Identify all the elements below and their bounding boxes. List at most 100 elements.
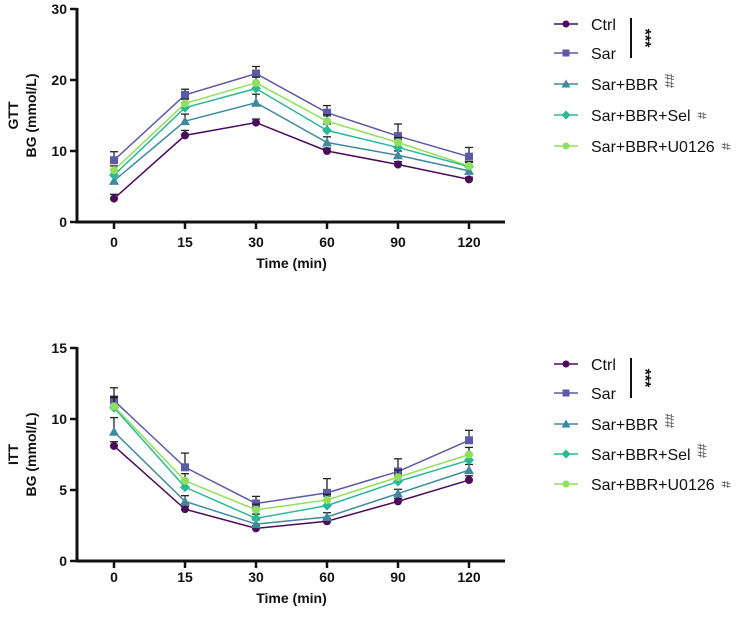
x-tick-label: 15 [177, 569, 193, 585]
series-sar [110, 65, 473, 165]
panel-label: GTT [5, 101, 21, 129]
series-sar-bbr-u0126 [110, 397, 473, 514]
data-point [465, 175, 473, 184]
data-point [322, 500, 332, 511]
data-point [323, 117, 331, 126]
series-line [113, 82, 470, 171]
x-tick-label: 30 [248, 569, 264, 585]
x-tick-label: 15 [177, 234, 193, 250]
legend-item: Ctrl [554, 17, 616, 34]
series-line [113, 405, 470, 511]
data-point [323, 495, 331, 504]
y-tick-label: 0 [59, 214, 67, 230]
data-point [465, 152, 473, 161]
legend-marker [562, 49, 570, 57]
data-point [110, 156, 118, 165]
significance-mark: ## [662, 73, 677, 88]
x-tick-label: 120 [457, 569, 481, 585]
data-point [323, 488, 331, 497]
significance-stars: *** [636, 29, 653, 48]
y-tick-label: 30 [51, 1, 67, 17]
data-point [181, 476, 189, 485]
panel-itt: 0 5 10 15 0 15 30 60 90 120 Time (min) ITT BG (mmol/… [5, 340, 734, 606]
x-tick-label: 90 [390, 569, 406, 585]
legend-label: Sar [591, 46, 617, 63]
legend-label: Sar+BBR+U0126 [591, 139, 715, 156]
data-point [109, 426, 119, 436]
legend-marker [562, 389, 570, 397]
significance-mark: # [695, 111, 710, 119]
data-point [323, 108, 331, 117]
x-tick-label: 0 [110, 234, 118, 250]
legend-label: Sar+BBR [591, 77, 658, 94]
significance-mark: ## [662, 413, 677, 428]
data-point [252, 69, 260, 78]
significance-mark: # [719, 480, 734, 488]
data-point [393, 150, 403, 160]
data-point [465, 161, 473, 170]
series-line [113, 121, 470, 200]
series-line [113, 87, 470, 176]
legend-label: Sar+BBR+Sel [591, 108, 691, 125]
data-point [394, 160, 402, 169]
series-line [113, 101, 470, 182]
legend-marker [562, 480, 570, 488]
data-point [394, 138, 402, 147]
legend-item: Sar+BBR+Sel ## [554, 443, 710, 464]
y-axis-title: BG (mmol/L) [23, 413, 39, 497]
x-tick-label: 90 [390, 234, 406, 250]
y-tick-label: 0 [59, 553, 67, 569]
legend-item: Sar [554, 386, 617, 403]
panel-gtt: 0 10 20 30 0 15 30 60 90 120 Time (min) GTT BG (mmol… [5, 1, 734, 271]
data-point [252, 118, 260, 127]
series-line [113, 407, 470, 520]
x-tick-label: 30 [248, 234, 264, 250]
data-point [394, 473, 402, 482]
data-point [251, 519, 261, 529]
data-point [251, 97, 261, 107]
y-tick-label: 20 [51, 72, 67, 88]
series-sar-bbr-sel [109, 82, 474, 181]
data-point [322, 137, 332, 147]
legend-marker [562, 360, 570, 368]
legend-label: Ctrl [591, 17, 616, 34]
legend-marker [561, 79, 571, 88]
series-sar [110, 387, 473, 508]
data-point [252, 78, 260, 87]
panel-label: ITT [5, 444, 21, 465]
data-point [180, 496, 190, 506]
data-point [181, 99, 189, 108]
data-point [394, 132, 402, 141]
significance-mark: # [719, 142, 734, 150]
legend-label: Ctrl [591, 357, 616, 374]
legend-item: Ctrl [554, 357, 616, 374]
data-point [393, 488, 403, 498]
data-point [252, 499, 260, 508]
legend-marker [561, 449, 571, 459]
legend-item: Sar [554, 46, 617, 63]
x-axis-title: Time (min) [256, 590, 327, 606]
series-sar-bbr [109, 416, 474, 529]
series-line [113, 399, 470, 505]
legend-marker [562, 20, 570, 28]
y-tick-label: 10 [51, 411, 67, 427]
legend-marker [562, 142, 570, 150]
data-point [251, 513, 261, 524]
data-point [110, 402, 118, 411]
x-tick-label: 60 [319, 569, 335, 585]
data-point [180, 482, 190, 493]
y-tick-label: 5 [59, 482, 67, 498]
data-point [110, 441, 118, 450]
data-point [464, 455, 474, 466]
legend-item: Sar+BBR+Sel # [554, 108, 710, 125]
legend-marker [561, 419, 571, 428]
y-tick-label: 15 [51, 340, 67, 356]
legend-label: Sar+BBR+U0126 [591, 477, 715, 494]
data-point [251, 83, 261, 94]
series-sar-bbr-u0126 [110, 76, 473, 175]
legend-marker [561, 110, 571, 120]
data-point [110, 194, 118, 203]
data-point [465, 450, 473, 459]
legend-label: Sar+BBR+Sel [591, 447, 691, 464]
